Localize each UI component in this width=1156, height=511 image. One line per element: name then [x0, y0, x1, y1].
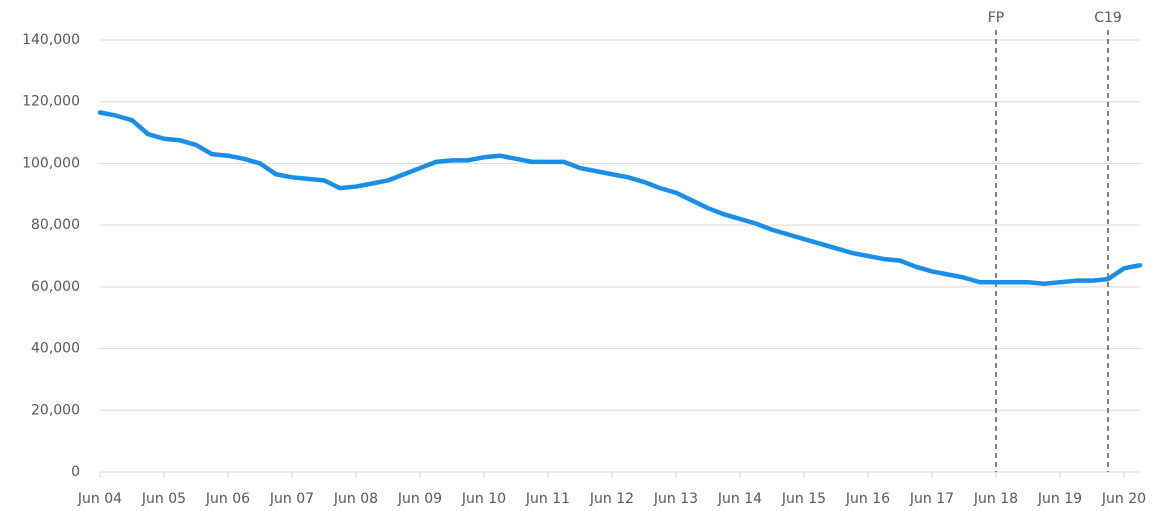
x-tick-label: Jun 08	[333, 491, 378, 507]
x-tick-label: Jun 17	[909, 491, 954, 507]
y-tick-label: 80,000	[31, 217, 80, 233]
x-tick-label: Jun 12	[589, 491, 634, 507]
x-tick-label: Jun 06	[205, 491, 250, 507]
x-tick-label: Jun 09	[397, 491, 442, 507]
data-line	[97, 110, 1143, 287]
annotation-label: FP	[988, 10, 1005, 26]
y-tick-label: 140,000	[22, 32, 80, 48]
x-tick-label: Jun 07	[269, 491, 314, 507]
x-tick-label: Jun 16	[845, 491, 890, 507]
x-tick-label: Jun 04	[77, 491, 122, 507]
x-tick-label: Jun 05	[141, 491, 186, 507]
x-tick-label: Jun 13	[653, 491, 698, 507]
y-tick-label: 20,000	[31, 402, 80, 418]
y-tick-label: 0	[71, 464, 80, 480]
y-tick-label: 120,000	[22, 94, 80, 110]
x-tick-label: Jun 10	[461, 491, 506, 507]
x-tick-label: Jun 18	[973, 491, 1018, 507]
x-tick-label: Jun 14	[717, 491, 762, 507]
y-tick-label: 100,000	[22, 155, 80, 171]
x-tick-label: Jun 20	[1101, 491, 1146, 507]
y-tick-label: 40,000	[31, 341, 80, 357]
y-tick-label: 60,000	[31, 279, 80, 295]
x-tick-label: Jun 15	[781, 491, 826, 507]
annotation-label: C19	[1094, 10, 1122, 26]
x-tick-label: Jun 19	[1037, 491, 1082, 507]
x-tick-label: Jun 11	[525, 491, 570, 507]
